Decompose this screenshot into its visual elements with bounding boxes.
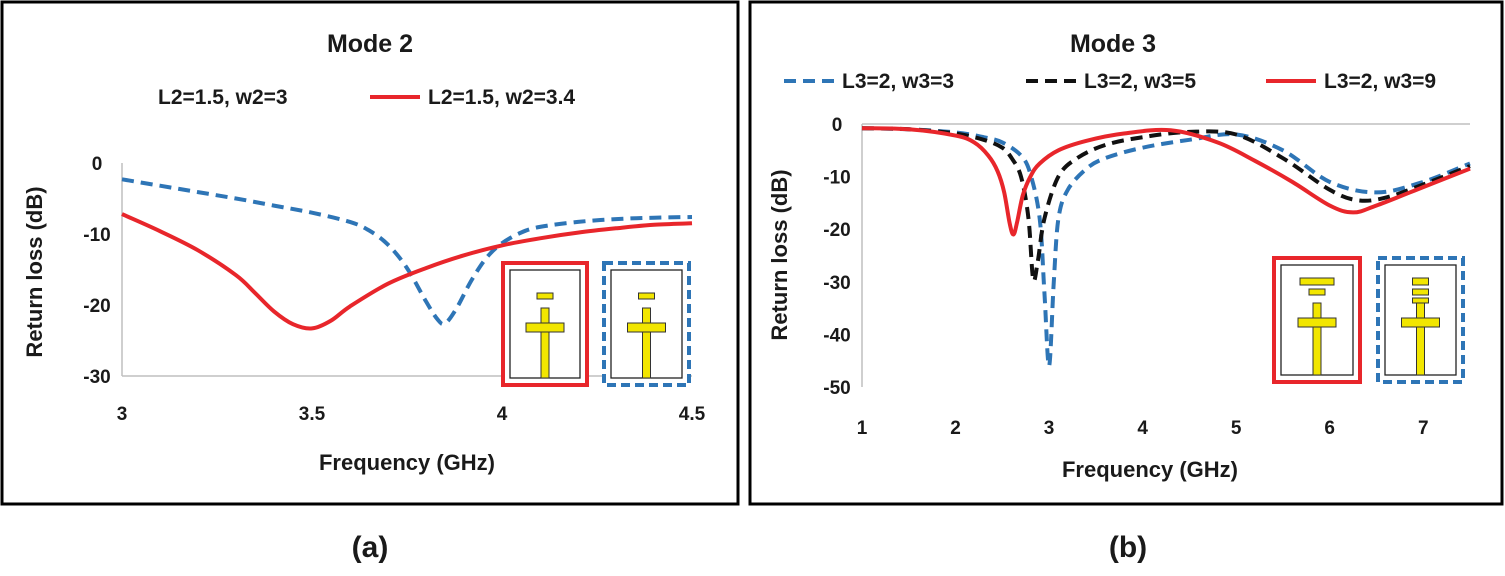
chart-b-inset-strip — [1299, 277, 1335, 286]
chart-a-legend-label: L2=1.5, w2=3.4 — [428, 86, 575, 109]
chart-a-inset-feedline — [642, 307, 651, 379]
chart-a-ytick-label: -30 — [83, 367, 110, 388]
chart-a-xtick-label: 3 — [117, 404, 128, 425]
panel-b-frame — [748, 0, 1504, 506]
chart-b-ytick-label: 0 — [832, 115, 843, 136]
chart-a-xtick-label: 4.5 — [679, 404, 706, 425]
chart-b-xlabel: Frequency (GHz) — [1062, 457, 1238, 482]
chart-a-xlabel: Frequency (GHz) — [319, 450, 495, 475]
panel-a-frame — [0, 0, 740, 506]
chart-a-inset-1 — [501, 261, 589, 387]
chart-b-inset-strip — [1412, 288, 1429, 296]
chart-a-inset-crossarm — [525, 322, 565, 333]
chart-b-inset-strip — [1412, 277, 1429, 286]
chart-b-ytick-label: -30 — [823, 273, 850, 294]
chart-a-ytick-label: -10 — [83, 225, 110, 246]
chart-b-inset-1 — [1272, 256, 1362, 384]
chart-b-ytick-label: -10 — [823, 168, 850, 189]
chart-a-legend-label: L2=1.5, w2=3 — [158, 86, 288, 109]
chart-b-legend: L3=2, w3=3 L3=2, w3=5 L3=2, w3=9 — [784, 70, 1436, 93]
chart-b-insets — [1272, 256, 1465, 384]
chart-b-xtick-label: 3 — [1044, 418, 1055, 439]
chart-b-xtick-label: 5 — [1231, 418, 1242, 439]
chart-a-inset-strip — [536, 292, 554, 300]
chart-b-ytick-label: -50 — [823, 378, 850, 399]
chart-a-inset-strip — [638, 292, 655, 300]
chart-b-legend-label: L3=2, w3=9 — [1324, 70, 1436, 93]
chart-a-series-line-2 — [121, 212, 693, 331]
chart-a-series-line-1 — [121, 177, 693, 327]
panel-a-label: (a) — [352, 531, 389, 564]
chart-b-inset-crossarm — [1401, 317, 1440, 328]
chart-b-ylabel: Return loss (dB) — [767, 169, 792, 340]
chart-b-inset-feedline — [1416, 302, 1425, 376]
chart-b-xtick-label: 6 — [1324, 418, 1335, 439]
chart-a-ytick-label: -20 — [83, 296, 110, 317]
chart-b-inset-strip — [1412, 297, 1429, 304]
chart-b-inset-2 — [1376, 256, 1465, 384]
chart-b-title: Mode 3 — [1070, 30, 1156, 58]
chart-b-xtick-label: 4 — [1137, 418, 1148, 439]
chart-b-ytick-label: -40 — [823, 325, 850, 346]
chart-b-series-line-3 — [861, 126, 1471, 237]
chart-b-inset-strip — [1308, 288, 1326, 296]
chart-a-xtick-label: 4 — [497, 404, 508, 425]
chart-b-series-line-1 — [861, 126, 1471, 369]
chart-a-ylabel: Return loss (dB) — [22, 186, 47, 357]
chart-b-legend-label: L3=2, w3=5 — [1084, 70, 1196, 93]
chart-b-inset-crossarm — [1297, 317, 1337, 328]
chart-a-plot: 0 -10 -20 -30 3 3.5 4 4.5 — [83, 154, 705, 425]
chart-a-title: Mode 2 — [327, 30, 413, 58]
chart-b-plot: 0 -10 -20 -30 -40 -50 1 2 3 4 5 6 7 — [823, 115, 1471, 439]
chart-b-xtick-label: 1 — [857, 418, 868, 439]
chart-b-xtick-label: 7 — [1418, 418, 1429, 439]
chart-a-inset-feedline — [540, 307, 550, 379]
chart-a-inset-crossarm — [627, 322, 666, 333]
chart-a-inset-2 — [602, 261, 691, 387]
chart-b-series-line-2 — [861, 126, 1471, 283]
chart-b-legend-label: L3=2, w3=3 — [842, 70, 954, 93]
chart-b-ytick-label: -20 — [823, 220, 850, 241]
chart-a-insets — [501, 261, 691, 387]
chart-b-inset-feedline — [1312, 302, 1322, 376]
panel-b-label: (b) — [1109, 531, 1147, 564]
chart-a-xtick-label: 3.5 — [299, 404, 326, 425]
chart-b-xtick-label: 2 — [950, 418, 961, 439]
chart-a-legend: L2=1.5, w2=3 L2=1.5, w2=3.4 — [158, 86, 575, 109]
chart-a-ytick-label: 0 — [92, 154, 103, 175]
